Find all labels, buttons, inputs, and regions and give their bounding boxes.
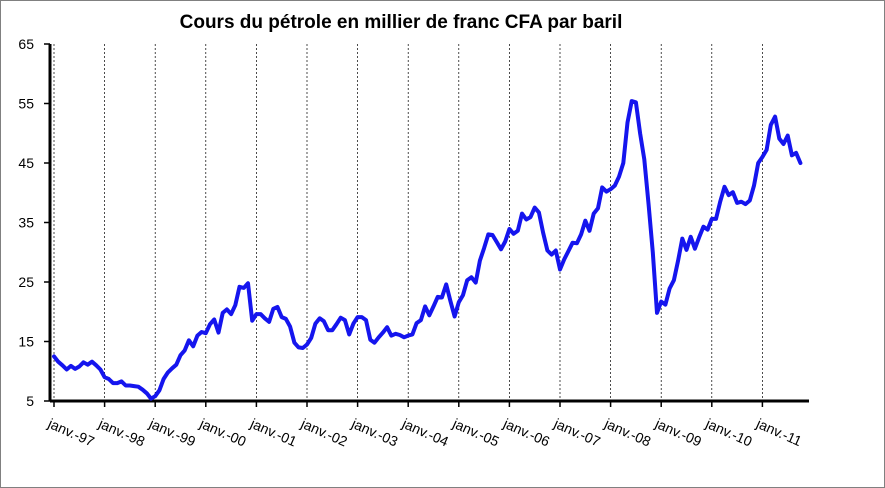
x-tick-label: janv.-98 <box>95 415 147 450</box>
x-tick-label: janv.-01 <box>247 415 299 450</box>
x-tick-label: janv.-09 <box>652 415 704 450</box>
axes <box>44 43 809 407</box>
x-tick-label: janv.-05 <box>450 415 502 450</box>
y-tick-label: 5 <box>26 393 34 409</box>
x-tick-label: janv.-97 <box>45 415 97 450</box>
y-tick-label: 15 <box>18 334 34 350</box>
grid-lines <box>53 44 763 401</box>
chart-title: Cours du pétrole en millier de franc CFA… <box>179 12 623 33</box>
x-tick-label: janv.-00 <box>197 415 249 450</box>
y-tick-label: 65 <box>18 36 34 52</box>
y-tick-label: 45 <box>18 155 34 171</box>
y-tick-label: 55 <box>18 96 34 112</box>
y-tick-label: 25 <box>18 274 34 290</box>
series-line <box>52 99 803 401</box>
y-tick-labels: 5 15 25 35 45 55 65 <box>18 36 34 409</box>
x-tick-label: janv.-08 <box>601 415 653 450</box>
x-tick-labels: janv.-97 janv.-98 janv.-99 janv.-00 janv.-01… <box>45 415 805 450</box>
x-tick-label: janv.-06 <box>500 415 552 450</box>
x-tick-label: janv.-07 <box>551 415 603 450</box>
y-tick-label: 35 <box>18 215 34 231</box>
x-tick-label: janv.-99 <box>146 415 198 450</box>
x-tick-label: janv.-10 <box>703 415 755 450</box>
x-tick-label: janv.-02 <box>298 415 350 450</box>
x-tick-label: janv.-04 <box>399 415 451 450</box>
series-layer <box>52 99 803 401</box>
x-tick-label: janv.-03 <box>348 415 400 450</box>
x-tick-label: janv.-11 <box>753 415 804 450</box>
